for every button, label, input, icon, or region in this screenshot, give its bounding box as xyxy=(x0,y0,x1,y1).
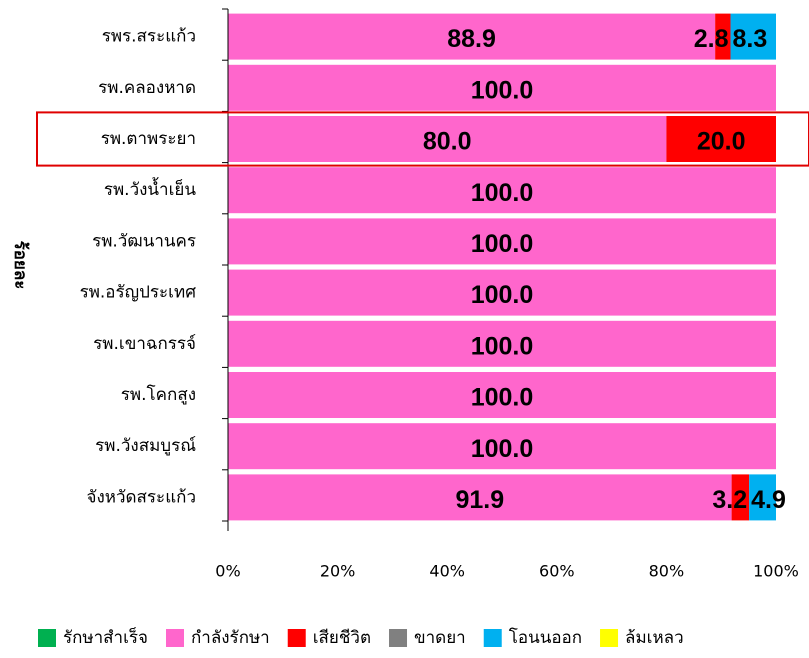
y-tick-label: รพ.วังน้ำเย็น xyxy=(104,177,197,200)
bar-segment xyxy=(228,116,667,162)
data-label: 100.0 xyxy=(471,332,534,360)
legend-swatch xyxy=(166,629,184,647)
bar-segment xyxy=(228,218,776,265)
bar-segment xyxy=(749,474,776,521)
y-tick-label: รพ.อรัญประเทศ xyxy=(80,283,197,303)
bar-segment xyxy=(228,64,776,111)
data-label: 100.0 xyxy=(471,230,534,258)
bar-segment xyxy=(228,269,776,316)
y-tick-label: จังหวัดสระแก้ว xyxy=(87,487,197,507)
bar-segment xyxy=(666,116,776,162)
legend-swatch xyxy=(38,629,56,647)
x-tick-label: 60% xyxy=(539,562,575,581)
bar-segment xyxy=(228,372,776,418)
legend-label: รักษาสำเร็จ xyxy=(63,626,148,648)
data-label: 20.0 xyxy=(697,128,746,156)
legend-label: กำลังรักษา xyxy=(191,628,270,648)
data-label: 100.0 xyxy=(471,76,534,104)
data-label: 88.9 xyxy=(447,25,496,53)
y-tick-label: รพร.สระแก้ว xyxy=(102,27,196,47)
y-tick-label: รพ.ตาพระยา xyxy=(101,129,196,149)
bar-segment xyxy=(228,13,716,60)
legend-label: เสียชีวิต xyxy=(313,628,371,648)
legend-swatch xyxy=(389,629,408,647)
legend-swatch xyxy=(600,629,619,647)
x-tick-label: 100% xyxy=(753,562,799,581)
x-tick-label: 20% xyxy=(320,562,356,581)
data-label: 2.8 xyxy=(694,25,729,53)
legend-label: โอนนออก xyxy=(509,627,582,648)
y-tick-label: รพ.คลองหาด xyxy=(98,78,196,98)
legend-swatch xyxy=(483,629,502,647)
data-label: 100.0 xyxy=(471,179,534,207)
y-tick-label: รพ.วัฒนานคร xyxy=(92,231,196,251)
bar-segment xyxy=(228,320,776,367)
data-label: 100.0 xyxy=(471,435,534,463)
y-tick-label: รพ.เขาฉกรรจ์ xyxy=(93,334,196,354)
data-label: 3.2 xyxy=(712,486,747,514)
bar-segment xyxy=(731,474,750,521)
x-tick-label: 80% xyxy=(649,562,685,581)
highlight-box xyxy=(36,111,809,167)
bar-segment xyxy=(228,474,732,521)
data-label: 8.3 xyxy=(733,25,768,53)
legend-swatch xyxy=(287,629,306,647)
legend-label: ล้มเหลว xyxy=(625,628,684,648)
y-tick-label: รพ.วังสมบูรณ์ xyxy=(95,436,196,456)
data-label: 91.9 xyxy=(455,486,504,514)
x-tick-label: 0% xyxy=(215,562,240,581)
data-label: 100.0 xyxy=(471,384,534,412)
y-tick-label: รพ.โคกสูง xyxy=(121,384,196,405)
bar-segment xyxy=(715,13,731,60)
y-axis-label: ร้อยละ xyxy=(10,241,30,290)
x-tick-label: 40% xyxy=(429,562,465,581)
bar-segment xyxy=(228,423,776,470)
bar-segment xyxy=(730,13,776,60)
legend-label: ขาดยา xyxy=(414,628,466,648)
bar-segment xyxy=(228,167,776,214)
data-label: 4.9 xyxy=(751,486,786,514)
data-label: 100.0 xyxy=(471,281,534,309)
data-label: 80.0 xyxy=(423,128,472,156)
